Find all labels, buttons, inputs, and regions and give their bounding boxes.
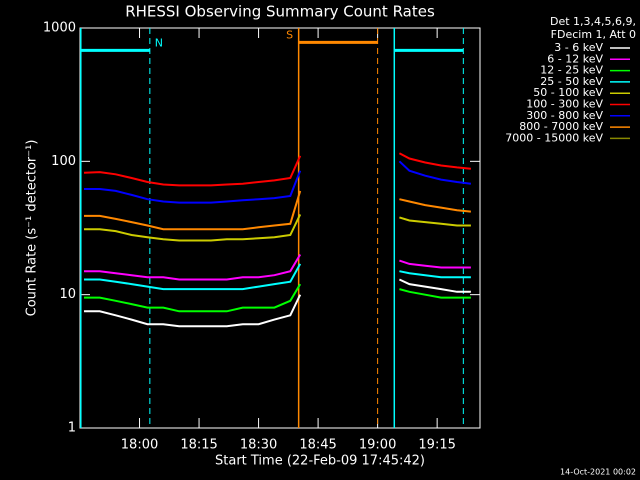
y-tick-label: 1 [68, 421, 76, 436]
x-tick-label: 18:00 [121, 438, 158, 453]
series-line [84, 213, 471, 242]
x-tick-label: 18:45 [299, 438, 336, 453]
series-line [84, 278, 471, 328]
y-tick-label: 10 [59, 287, 76, 302]
series-line [84, 160, 472, 204]
chart-title: RHESSI Observing Summary Count Rates [125, 3, 435, 21]
x-axis-label: Start Time (22-Feb-09 17:45:42) [215, 454, 425, 469]
legend-label: 100 - 300 keV [526, 98, 603, 111]
interval-label: S [286, 28, 293, 41]
interval-label: N [155, 36, 163, 49]
y-tick-label: 1000 [43, 21, 76, 36]
legend-label: 300 - 800 keV [526, 109, 603, 122]
series-line [84, 190, 472, 231]
y-axis-label: Count Rate (s⁻¹ detector⁻¹) [25, 140, 40, 317]
series-line [84, 253, 471, 281]
series-line [84, 263, 471, 291]
legend-header: FDecim 1, Att 0 [551, 28, 636, 41]
plot-frame [79, 27, 481, 429]
legend-label: 3 - 6 keV [554, 41, 603, 54]
legend-label: 6 - 12 keV [547, 52, 603, 65]
x-tick-label: 18:15 [180, 438, 217, 453]
footer: 14-Oct-2021 00:02 [560, 468, 636, 477]
x-tick-label: 19:15 [418, 438, 455, 453]
legend-header: Det 1,3,4,5,6,9, [550, 15, 636, 28]
series-line [83, 152, 471, 187]
legend-label: 25 - 50 keV [540, 75, 603, 88]
legend-label: 50 - 100 keV [533, 86, 603, 99]
x-tick-label: 18:30 [240, 438, 277, 453]
legend-label: 7000 - 15000 keV [505, 131, 603, 144]
legend-label: 12 - 25 keV [540, 64, 603, 77]
legend-label: 800 - 7000 keV [519, 120, 603, 133]
series-line [84, 283, 471, 313]
x-tick-label: 19:00 [359, 438, 396, 453]
y-tick-label: 100 [51, 154, 76, 169]
